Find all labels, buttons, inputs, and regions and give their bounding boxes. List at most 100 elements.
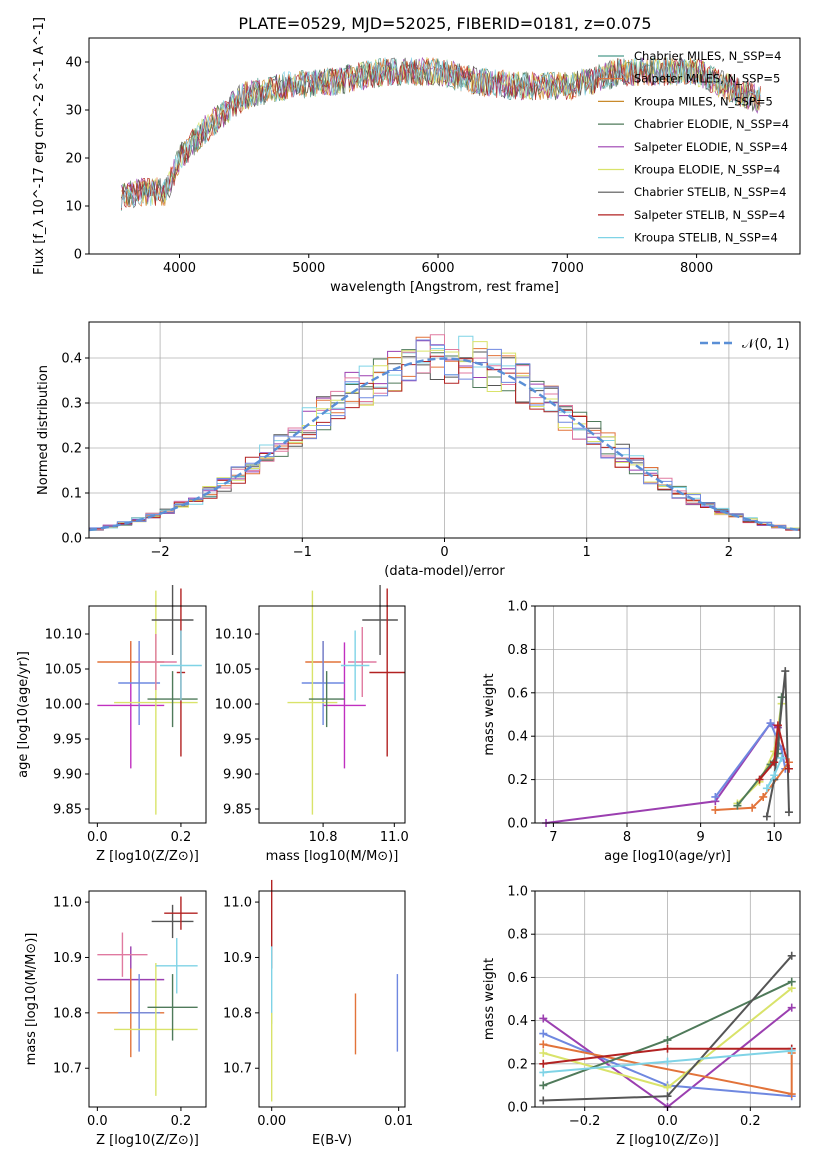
weight-series (539, 1046, 796, 1077)
y-tick-label: 10.10 (45, 628, 82, 643)
y-tick-label: 10.05 (45, 663, 82, 678)
x-tick-label: 7000 (551, 261, 584, 276)
error-bar (301, 641, 345, 725)
y-tick-label: 0.8 (507, 928, 528, 943)
x-tick-label: 11.0 (380, 830, 409, 845)
y-tick-label: 1.0 (507, 600, 528, 615)
legend-label: Salpeter MILES, N_SSP=5 (634, 72, 780, 86)
axes-frame (258, 605, 406, 824)
y-tick-label: 10.05 (215, 663, 252, 678)
axes-frame (258, 890, 406, 1108)
plot-area (270, 879, 399, 1102)
x-tick-label: 0.2 (171, 1114, 192, 1129)
panel-mass-vs-EBV: 0.00 0.01 10.7 10.8 10.9 11.0 E(B-V) (223, 879, 413, 1148)
y-axis-label: Flux [f_λ 10^-17 erg cm^-2 s^-1 A^-1] (32, 17, 47, 275)
x-axis-label: Z [log10(Z/Z⊙)] (616, 1133, 719, 1148)
y-tick-label: 10.9 (223, 951, 252, 966)
data-point (539, 1059, 548, 1068)
y-tick-label: 20 (65, 152, 82, 167)
data-point (663, 1083, 672, 1092)
x-tick-label: 0.01 (384, 1114, 413, 1129)
error-bar (147, 671, 198, 728)
x-tick-label: 10.8 (309, 830, 338, 845)
x-axis-label: mass [log10(M/M⊙)] (266, 849, 399, 864)
y-tick-label: 9.85 (53, 803, 82, 818)
y-tick-label: 0.4 (507, 1014, 528, 1029)
x-axis-label: age [log10(age/yr)] (604, 849, 731, 864)
y-tick-label: 0.0 (61, 532, 82, 547)
data-point (759, 792, 768, 801)
data-point (539, 1029, 548, 1038)
data-point (787, 1003, 796, 1012)
panel-weight-vs-age: 7 8 9 10 0.0 0.2 0.4 0.6 0.8 1.0 age [log10(age/yr… (482, 600, 801, 864)
x-tick-label: −2 (151, 545, 170, 560)
data-point (781, 667, 790, 676)
error-bar (155, 938, 198, 994)
data-point (663, 1092, 672, 1101)
error-bar (97, 932, 148, 977)
series-line (758, 725, 790, 781)
x-tick-label: −1 (293, 545, 312, 560)
spectrum-line (120, 56, 761, 206)
y-tick-label: 9.90 (223, 768, 252, 783)
legend-label: Salpeter STELIB, N_SSP=4 (634, 208, 785, 222)
weight-series (539, 951, 796, 1105)
x-tick-label: 1 (583, 545, 591, 560)
plot-area (97, 585, 202, 815)
weight-series (542, 719, 782, 827)
x-tick-label: 5000 (292, 261, 325, 276)
y-tick-label: 40 (65, 56, 82, 71)
panel-residuals: −2 −1 0 1 2 0.0 0.1 0.2 0.3 0.4 (data-model)/error… (36, 321, 801, 579)
y-tick-label: 10.9 (53, 951, 82, 966)
y-tick-label: 11.0 (223, 896, 252, 911)
x-tick-label: 0 (440, 545, 448, 560)
y-tick-label: 9.85 (223, 803, 252, 818)
panel-mass-vs-Z: 0.0 0.2 10.7 10.8 10.9 11.0 Z [log10(Z/Z⊙)] mas… (24, 890, 207, 1148)
legend-label: Kroupa MILES, N_SSP=5 (634, 94, 773, 108)
x-axis-label: E(B-V) (312, 1133, 352, 1148)
error-bar (287, 590, 338, 815)
data-point (711, 805, 720, 814)
data-point (663, 1036, 672, 1045)
plot-area (88, 334, 801, 532)
legend-label: 𝒩(0, 1) (742, 337, 789, 352)
error-bar (340, 630, 370, 701)
error-bar (134, 634, 177, 690)
axes-frame (534, 605, 801, 824)
axes-frame (88, 890, 207, 1108)
data-point (539, 1068, 548, 1077)
y-tick-label: 0.4 (507, 730, 528, 745)
x-tick-label: 0.0 (87, 830, 108, 845)
x-axis-label: Z [log10(Z/Z⊙)] (96, 1133, 199, 1148)
data-point (539, 1096, 548, 1105)
y-tick-label: 10.10 (215, 628, 252, 643)
error-bar (118, 641, 161, 725)
legend-label: Kroupa STELIB, N_SSP=4 (634, 231, 778, 245)
legend-label: Chabrier STELIB, N_SSP=4 (634, 185, 786, 199)
plot-area (542, 667, 793, 827)
error-bar (151, 585, 194, 655)
normal-curve (88, 357, 801, 532)
y-tick-label: 10 (65, 200, 82, 215)
x-axis-label: Z [log10(Z/Z⊙)] (96, 849, 199, 864)
y-tick-label: 11.0 (53, 896, 82, 911)
data-point (539, 1049, 548, 1057)
y-tick-label: 0.1 (61, 487, 82, 502)
y-tick-label: 10.7 (53, 1062, 82, 1077)
x-tick-label: 4000 (163, 261, 196, 276)
y-tick-label: 0.6 (507, 971, 528, 986)
plot-area (120, 56, 761, 211)
axes-frame (88, 605, 207, 824)
x-axis-label: wavelength [Angstrom, rest frame] (330, 280, 559, 295)
x-tick-label: 0.2 (171, 830, 192, 845)
y-tick-label: 10.7 (223, 1062, 252, 1077)
y-tick-label: 0.4 (61, 352, 82, 367)
data-point (770, 758, 779, 767)
panel-age-vs-mass: 10.8 11.0 9.85 9.90 9.95 10.00 10.05 10.10 mass … (215, 585, 409, 864)
plot-area (97, 896, 198, 1096)
y-tick-label: 0 (74, 248, 82, 263)
data-point (748, 803, 757, 812)
data-point (762, 812, 771, 821)
